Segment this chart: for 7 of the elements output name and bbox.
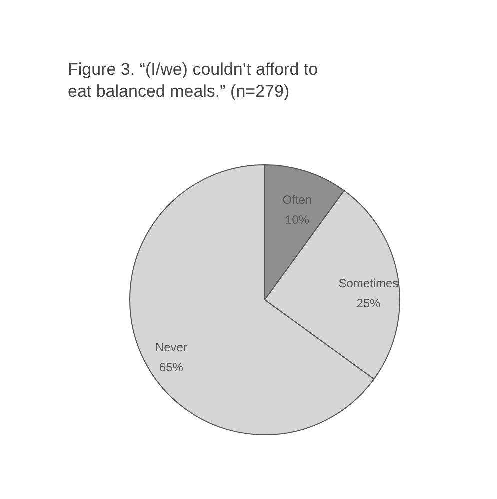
slice-label: Often <box>282 193 312 208</box>
slice-label: Sometimes <box>338 276 399 291</box>
slice-label: Never <box>155 340 188 355</box>
data-label: 25% <box>356 296 382 311</box>
data-label: 65% <box>159 360 184 375</box>
data-label: 10% <box>285 213 310 228</box>
chart-title: Figure 3. “(I/we) couldn’t afford to eat balanced meals.” (n=279) <box>68 60 318 101</box>
